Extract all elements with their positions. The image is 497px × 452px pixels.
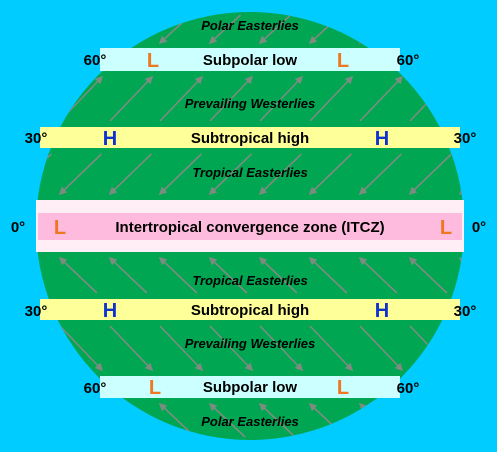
north-polar-wind-arrow [358,14,392,45]
south-subpolar-band [100,376,400,398]
south-westerly-wind-arrow [359,325,404,372]
north-polar-wind-arrow [58,14,92,45]
lat-0-left: 0° [11,219,25,236]
north-trade-wind-arrow [0,154,1,194]
south-subtropical-band [40,299,460,320]
north-trade-wind-arrow [308,153,352,196]
itcz-low-left: L [54,217,66,239]
north-trade-wind-arrow [408,153,452,196]
north-trade-wind-arrow [208,153,252,196]
north-polar-wind-arrow [458,14,464,45]
south-subtropical-high-left: H [103,300,117,322]
south-subtropical-label: Subtropical high [191,302,309,319]
north-subpolar-low-right: L [337,50,349,72]
north-subpolar-label: Subpolar low [203,52,298,69]
south-polar-wind-arrow [458,402,464,438]
north-westerly-wind-arrow [36,75,54,122]
north-westerly-wind-arrow [459,76,464,122]
north-westerly-wind-arrow [209,75,254,122]
south-westerlies-label: Prevailing Westerlies [185,336,316,351]
lat-30s-left: 30° [25,303,48,320]
south-subpolar-label: Subpolar low [203,379,298,396]
north-subpolar-low-left: L [147,50,159,72]
north-westerly-wind-arrow [259,75,304,122]
south-polar-wind-arrow [58,402,96,438]
wind-arrows [0,14,464,438]
north-westerly-wind-arrow [159,75,204,122]
south-trade-wind-arrow [308,256,348,294]
north-westerly-wind-arrow [359,75,404,122]
lat-30s-right: 30° [454,303,477,320]
south-polar-wind-arrow [258,402,296,438]
south-subpolar-low-left: L [149,377,161,399]
south-trades-label: Tropical Easterlies [192,273,307,288]
north-trade-wind-arrow [108,153,152,196]
north-trade-wind-arrow [458,153,464,196]
lat-60s-left: 60° [84,380,107,397]
north-polar-wind-arrow [108,14,142,45]
south-westerly-wind-arrow [36,325,54,372]
north-subtropical-label: Subtropical high [191,130,309,147]
north-polar-wind-arrow [258,14,292,45]
north-westerly-wind-arrow [0,77,2,121]
itcz-label: Intertropical convergence zone (ITCZ) [115,219,384,236]
south-westerly-wind-arrow [309,325,354,372]
north-westerlies-label: Prevailing Westerlies [185,96,316,111]
south-polar-wind-arrow [408,402,446,438]
south-polar-wind-arrow [208,402,246,438]
south-trade-wind-arrow [358,256,398,294]
north-polar-wind-arrow [36,14,42,44]
north-westerly-wind-arrow [109,75,154,122]
north-polar-wind-arrow [408,14,442,45]
south-westerly-wind-arrow [59,325,104,372]
north-polar-easterlies-label: Polar Easterlies [201,18,299,33]
north-trade-wind-arrow [158,153,202,196]
south-trade-wind-arrow [258,256,298,294]
south-westerly-wind-arrow [0,326,2,370]
south-trade-wind-arrow [158,256,198,294]
south-westerly-wind-arrow [459,325,464,371]
lat-0-right: 0° [472,219,486,236]
north-subpolar-band [100,48,400,71]
north-trade-wind-arrow [358,153,402,196]
lat-60n-right: 60° [397,52,420,69]
north-trade-wind-arrow [258,153,302,196]
south-westerly-wind-arrow [109,325,154,372]
lat-60s-right: 60° [397,380,420,397]
north-subtropical-band [40,127,460,148]
south-trade-wind-arrow [408,256,448,294]
south-polar-wind-arrow [358,402,396,438]
lat-60n-left: 60° [84,52,107,69]
north-trades-label: Tropical Easterlies [192,165,307,180]
lat-30n-right: 30° [454,130,477,147]
south-trade-wind-arrow [458,256,464,294]
south-westerly-wind-arrow [259,325,304,372]
itcz-low-right: L [440,217,452,239]
north-trade-wind-arrow [58,153,102,196]
south-trade-wind-arrow [208,256,248,294]
itcz-band [38,213,462,240]
lat-30n-left: 30° [25,130,48,147]
south-trade-wind-arrow [58,256,98,294]
north-subtropical-high-left: H [103,128,117,150]
north-polar-wind-arrow [208,14,242,45]
south-trade-wind-arrow [108,256,148,294]
south-subtropical-high-right: H [375,300,389,322]
north-westerly-wind-arrow [309,75,354,122]
south-polar-easterlies-label: Polar Easterlies [201,414,299,429]
north-subtropical-high-right: H [375,128,389,150]
south-polar-wind-arrow [36,403,46,438]
south-westerly-wind-arrow [159,325,204,372]
south-westerly-wind-arrow [209,325,254,372]
south-subpolar-low-right: L [337,377,349,399]
